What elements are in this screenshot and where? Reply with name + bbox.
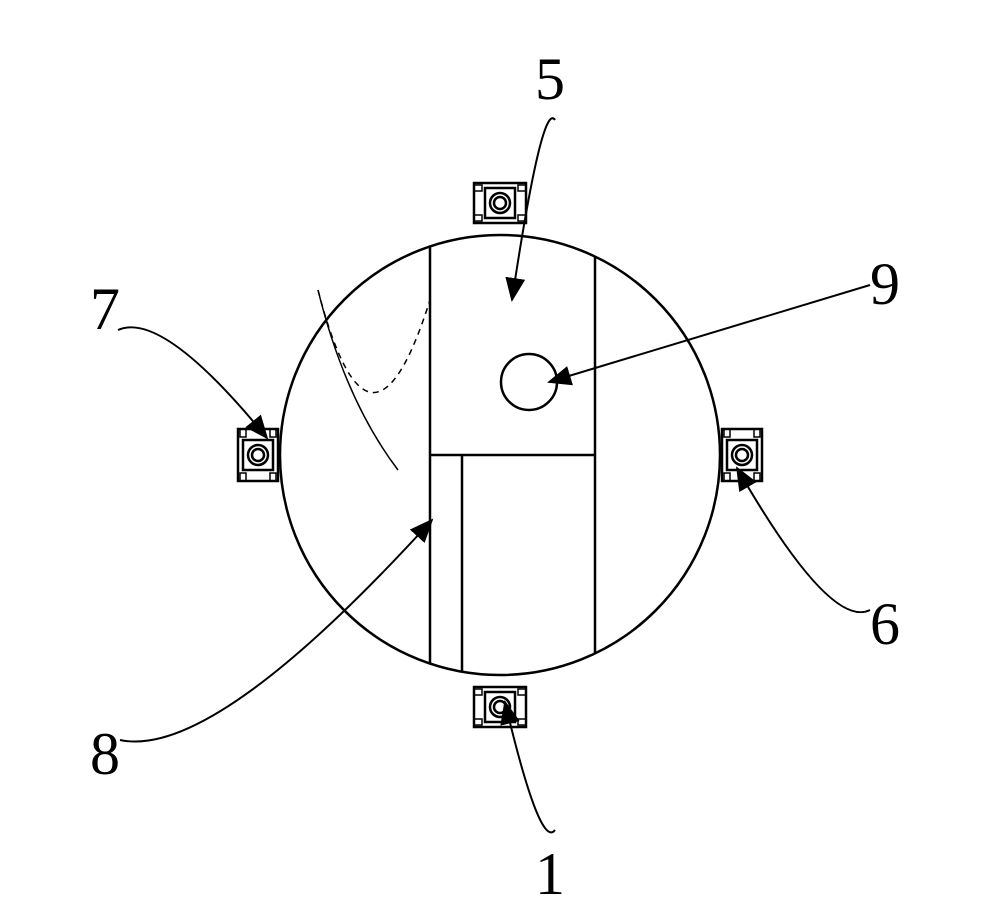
lug-top: [474, 183, 526, 223]
label-6: 6: [870, 590, 900, 659]
leader-6: [737, 468, 870, 612]
leader-8: [120, 520, 432, 742]
label-1: 1: [535, 840, 565, 909]
hidden-curve-dashed: [318, 290, 430, 393]
engineering-diagram: [0, 0, 1000, 911]
label-9: 9: [870, 250, 900, 319]
lug-right: [722, 429, 762, 481]
leader-9: [549, 285, 870, 382]
leader-7: [118, 327, 267, 438]
label-8: 8: [90, 720, 120, 789]
label-7: 7: [90, 275, 120, 344]
lug-left: [238, 429, 278, 481]
center-small-circle: [501, 354, 557, 410]
label-5: 5: [535, 45, 565, 114]
lug-bottom: [474, 687, 526, 727]
